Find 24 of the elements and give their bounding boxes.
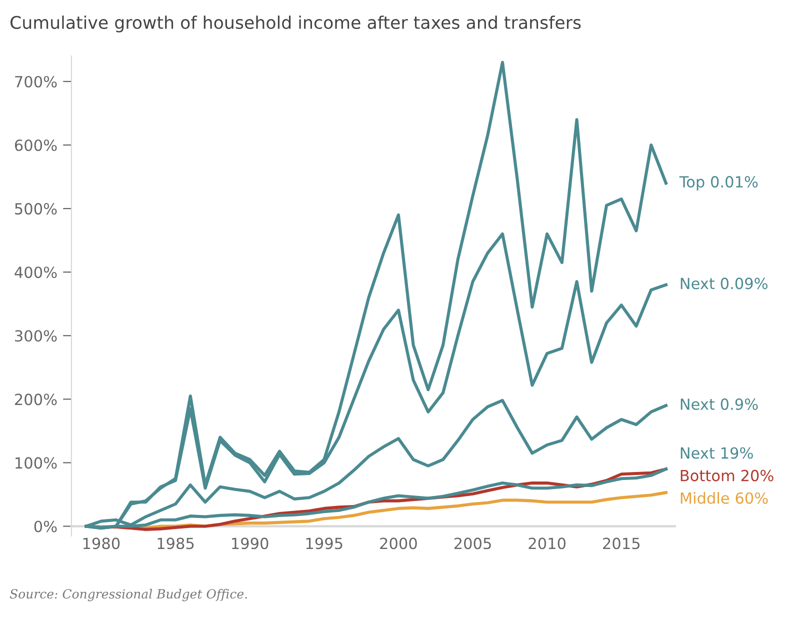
series-label: Next 19%: [680, 447, 753, 459]
y-tick-label: 600%: [14, 139, 57, 152]
x-tick-label: 2010: [528, 538, 566, 550]
chart-title: Cumulative growth of household income after taxes and transfers: [10, 16, 581, 32]
source-note: Source: Congressional Budget Office.: [10, 588, 247, 602]
x-tick-label: 2015: [603, 538, 640, 550]
series-label: Next 0.09%: [680, 278, 768, 290]
x-tick-label: 1985: [158, 538, 194, 550]
y-tick-label: 100%: [16, 457, 57, 469]
y-tick-label: 700%: [15, 76, 57, 88]
x-tick-label: 1980: [83, 538, 120, 550]
series-label: Bottom 20%: [680, 470, 774, 482]
series-label: Next 0.9%: [680, 398, 758, 410]
y-tick-label: 200%: [15, 394, 57, 406]
x-tick-label: 2000: [380, 538, 417, 550]
series-label: Middle 60%: [680, 492, 768, 504]
x-tick-label: 2005: [454, 538, 491, 550]
x-tick-label: 1995: [306, 538, 342, 550]
x-tick-label: 1990: [232, 538, 268, 550]
series-label: Top 0.01%: [679, 176, 758, 191]
y-tick-label: 0%: [34, 520, 57, 532]
y-tick-label: 300%: [15, 330, 57, 342]
y-tick-label: 500%: [15, 203, 57, 215]
y-tick-label: 400%: [14, 266, 57, 278]
